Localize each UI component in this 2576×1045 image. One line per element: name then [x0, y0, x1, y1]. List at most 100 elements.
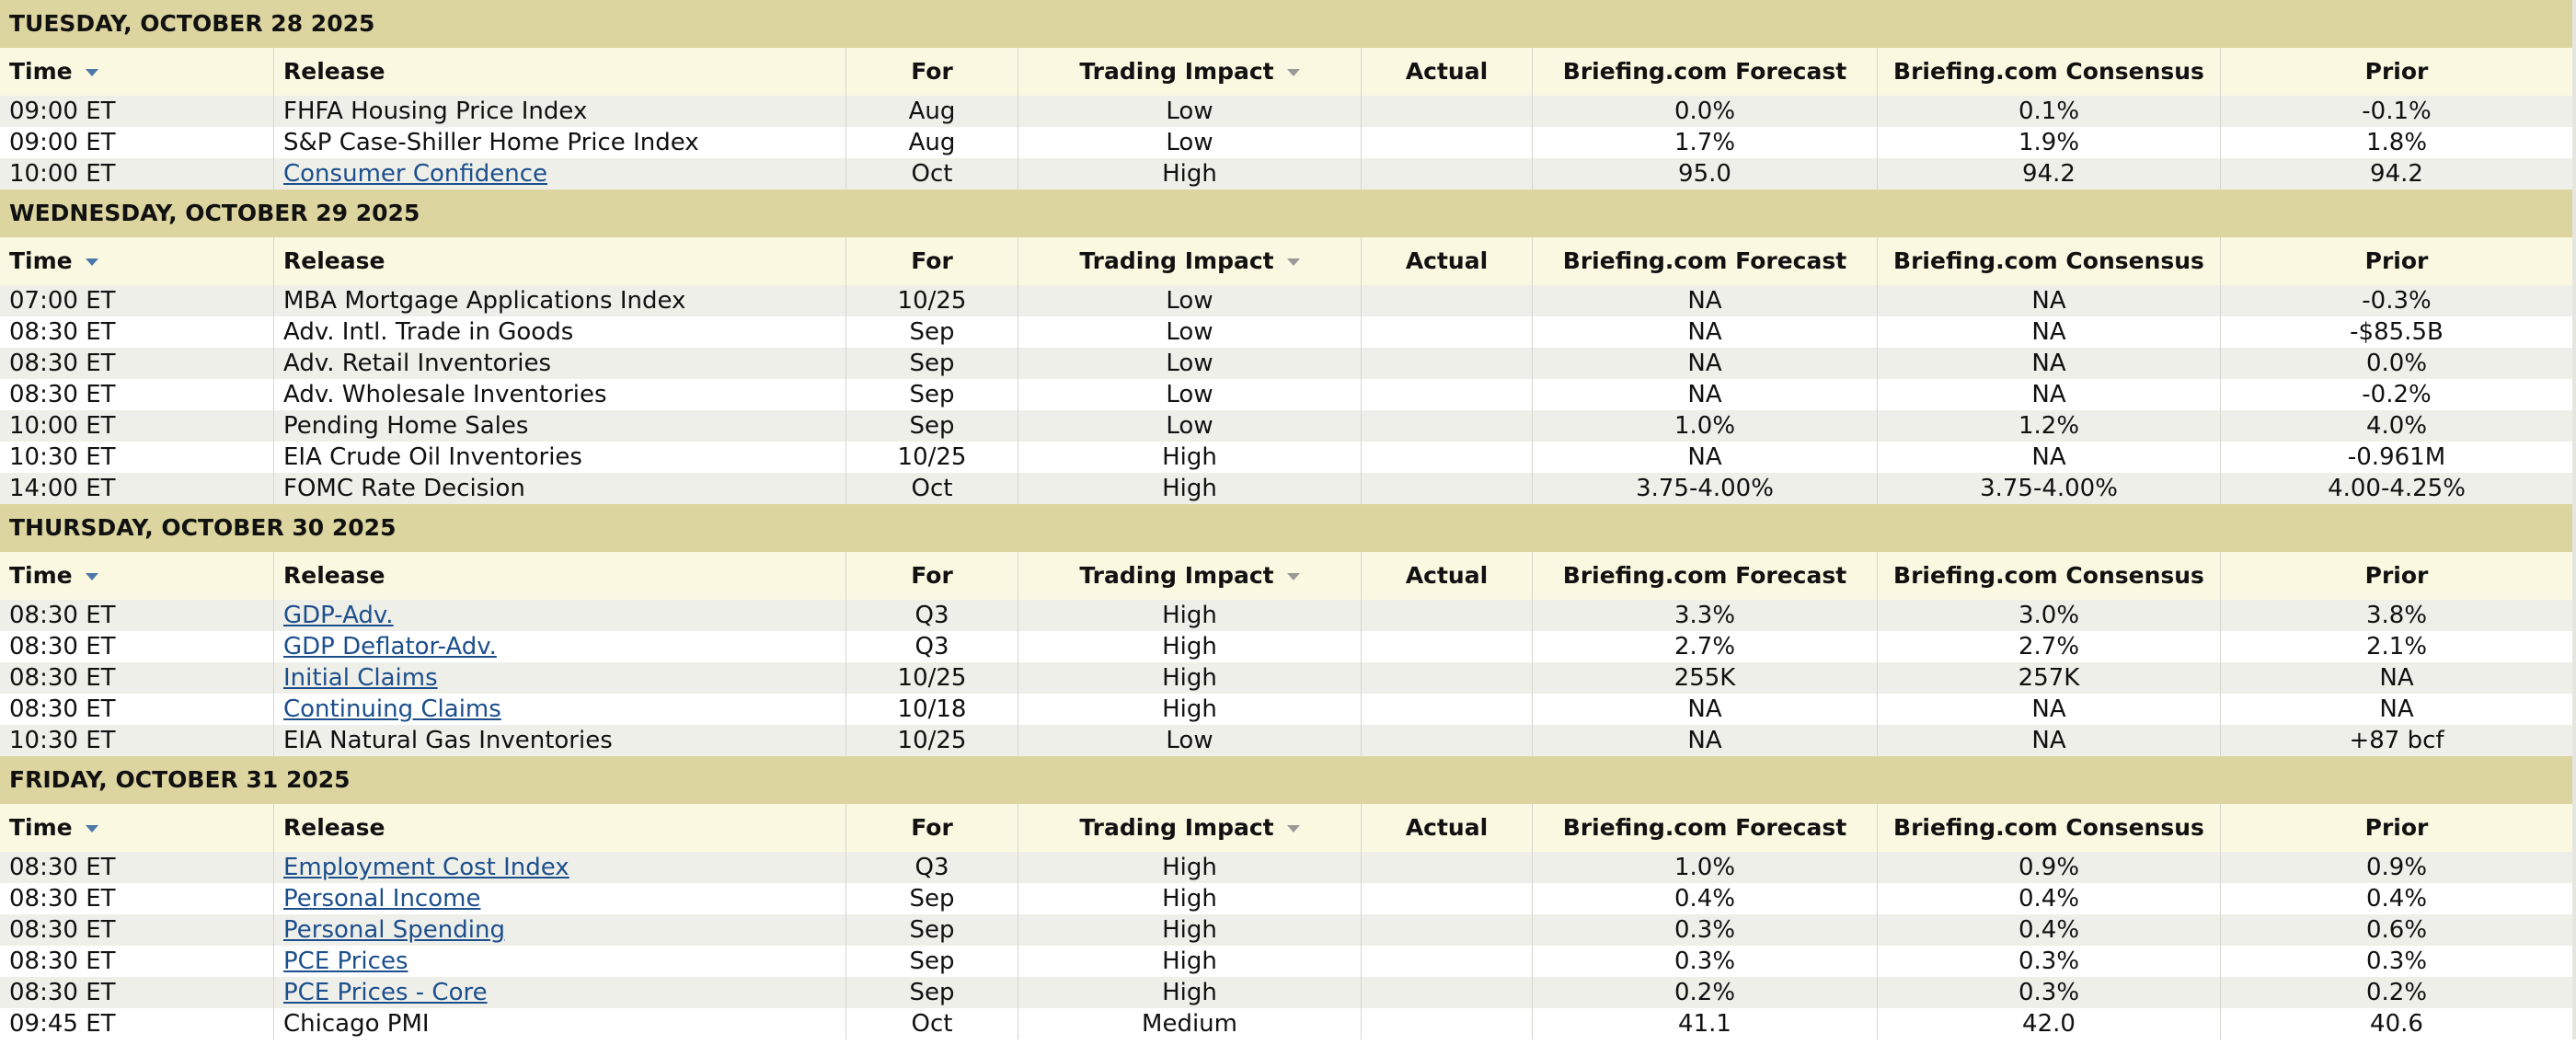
cell-text: 14:00 ET [9, 475, 116, 502]
release-link[interactable]: GDP-Adv. [283, 602, 394, 629]
cell-3: Medium [1018, 1008, 1362, 1039]
sort-arrow[interactable] [85, 573, 98, 580]
cell-5: 1.7% [1533, 127, 1878, 158]
release-link[interactable]: Continuing Claims [283, 695, 501, 723]
release-link[interactable]: Initial Claims [283, 664, 438, 692]
cell-2: Q3 [846, 852, 1018, 883]
cell-text: 07:00 ET [9, 287, 116, 315]
cell-3: Low [1018, 316, 1362, 348]
cell-7: 0.4% [2221, 883, 2572, 914]
cell-0: 10:30 ET [0, 442, 274, 473]
cell-0: 10:00 ET [0, 410, 274, 442]
cell-0: 08:30 ET [0, 662, 274, 694]
cell-3: High [1018, 631, 1362, 662]
cell-text: 10/18 [897, 695, 967, 723]
column-header[interactable]: Time [0, 804, 274, 852]
column-header[interactable]: Time [0, 552, 274, 600]
cell-text: 2.7% [2018, 633, 2080, 660]
cell-3: Low [1018, 379, 1362, 410]
column-header-text: For [911, 58, 953, 85]
column-header-text: Briefing.com Consensus [1893, 814, 2204, 841]
cell-text: Low [1166, 350, 1213, 377]
sort-arrow[interactable] [1286, 825, 1300, 833]
cell-text: Oct [911, 1010, 953, 1038]
cell-5: NA [1533, 725, 1878, 756]
release-link[interactable]: Consumer Confidence [283, 160, 548, 188]
release-link[interactable]: Employment Cost Index [283, 854, 569, 881]
cell-text: NA [1687, 727, 1722, 754]
cell-text: 0.0% [2365, 350, 2428, 377]
cell-text: 3.75-4.00% [1636, 475, 1774, 502]
column-header: Actual [1362, 237, 1533, 285]
column-header[interactable]: Time [0, 237, 274, 285]
cell-text: NA [2031, 287, 2066, 315]
column-header-text: Release [283, 58, 385, 85]
column-header: Release [274, 48, 846, 96]
column-header[interactable]: Trading Impact [1018, 48, 1362, 96]
cell-2: 10/25 [846, 442, 1018, 473]
column-header[interactable]: Time [0, 48, 274, 96]
cell-6: 0.9% [1878, 852, 2221, 883]
cell-text: 0.3% [2018, 979, 2080, 1006]
cell-6: 94.2 [1878, 158, 2221, 189]
cell-0: 09:00 ET [0, 127, 274, 158]
release-link[interactable]: PCE Prices [283, 947, 408, 975]
cell-text: High [1162, 854, 1217, 881]
cell-6: 0.3% [1878, 977, 2221, 1008]
sort-arrow[interactable] [85, 258, 98, 266]
column-header[interactable]: Trading Impact [1018, 804, 1362, 852]
cell-3: High [1018, 158, 1362, 189]
cell-3: High [1018, 600, 1362, 631]
sort-arrow[interactable] [85, 825, 98, 833]
cell-text: 09:45 ET [9, 1010, 116, 1038]
cell-4 [1362, 662, 1533, 694]
cell-4 [1362, 914, 1533, 946]
sort-arrow[interactable] [1286, 258, 1300, 266]
cell-text: Low [1166, 727, 1213, 754]
column-header-text: Briefing.com Forecast [1562, 814, 1847, 841]
cell-7: 40.6 [2221, 1008, 2572, 1039]
sort-arrow[interactable] [1286, 69, 1300, 76]
cell-text: EIA Natural Gas Inventories [283, 727, 613, 754]
cell-text: Adv. Retail Inventories [283, 350, 552, 377]
cell-2: 10/18 [846, 694, 1018, 725]
cell-2: Sep [846, 946, 1018, 977]
day-header: TUESDAY, OCTOBER 28 2025 [0, 0, 2572, 48]
cell-text: 08:30 ET [9, 854, 116, 881]
event-row: 08:30 ET Adv. Retail Inventories Sep Low NA N… [0, 348, 2572, 379]
cell-7: 0.0% [2221, 348, 2572, 379]
cell-1: Adv. Intl. Trade in Goods [274, 316, 846, 348]
cell-6: NA [1878, 725, 2221, 756]
release-link[interactable]: GDP Deflator-Adv. [283, 633, 497, 660]
cell-text: Q3 [914, 602, 949, 629]
release-link[interactable]: Personal Spending [283, 916, 505, 944]
cell-text: Oct [911, 160, 953, 188]
sort-arrow[interactable] [1286, 573, 1300, 580]
column-header-row: Time Release For Trading Impact Actual Briefi… [0, 804, 2572, 852]
column-header-row: Time Release For Trading Impact Actual Briefi… [0, 237, 2572, 285]
column-header[interactable]: Trading Impact [1018, 552, 1362, 600]
cell-2: 10/25 [846, 662, 1018, 694]
cell-5: NA [1533, 316, 1878, 348]
cell-5: 1.0% [1533, 410, 1878, 442]
cell-4 [1362, 1008, 1533, 1039]
cell-0: 08:30 ET [0, 977, 274, 1008]
column-header-text: For [911, 814, 953, 841]
cell-5: 0.3% [1533, 914, 1878, 946]
cell-text: High [1162, 633, 1217, 660]
column-header[interactable]: Trading Impact [1018, 237, 1362, 285]
cell-text: Low [1166, 287, 1213, 315]
cell-text: -0.3% [2362, 287, 2432, 315]
cell-text: 0.9% [2018, 854, 2080, 881]
cell-text: 10/25 [897, 664, 967, 692]
sort-arrow[interactable] [85, 69, 98, 76]
release-link[interactable]: Personal Income [283, 885, 481, 913]
cell-1: Consumer Confidence [274, 158, 846, 189]
cell-text: NA [2379, 695, 2414, 723]
release-link[interactable]: PCE Prices - Core [283, 979, 488, 1006]
cell-1: S&P Case-Shiller Home Price Index [274, 127, 846, 158]
event-row: 08:30 ET Continuing Claims 10/18 High NA NA NA [0, 694, 2572, 725]
column-header-text: Briefing.com Consensus [1893, 562, 2204, 589]
cell-text: 42.0 [2022, 1010, 2076, 1038]
cell-text: 0.3% [1673, 916, 1736, 944]
